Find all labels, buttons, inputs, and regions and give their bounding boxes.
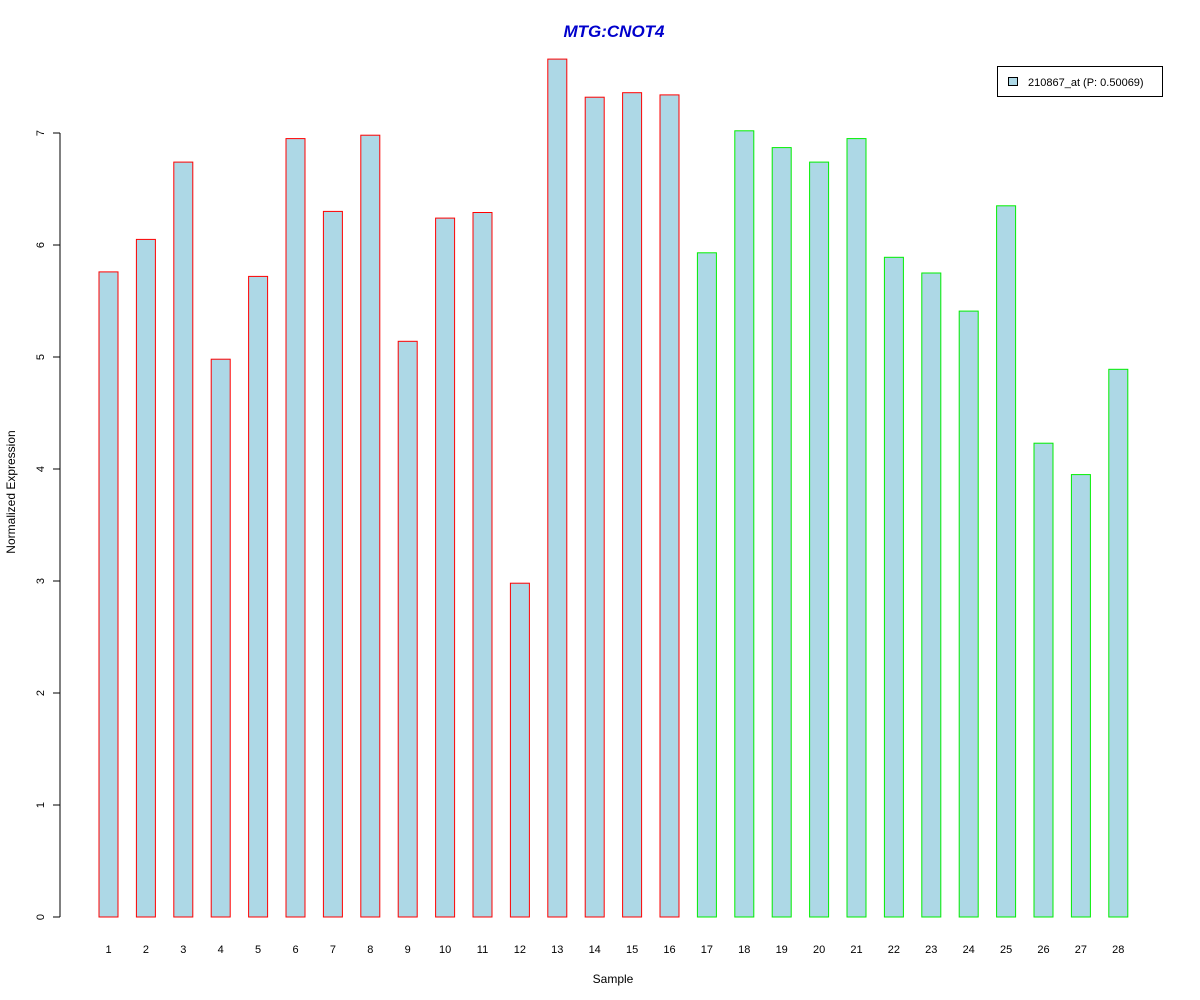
x-tick-label: 10 bbox=[439, 944, 451, 956]
x-axis-tick-labels: 1 2 3 4 5 6 7 8 9 10 11 12 13 14 15 16 17 18 19 20 21 22 23 24 2… bbox=[105, 944, 1124, 956]
bar-sample-16 bbox=[659, 94, 680, 918]
bar-sample-4 bbox=[210, 358, 231, 918]
legend-box bbox=[997, 66, 1163, 97]
x-tick-label: 27 bbox=[1075, 944, 1087, 956]
bar-sample-14 bbox=[584, 96, 605, 918]
bar-sample-20 bbox=[809, 161, 830, 918]
bar-sample-6 bbox=[285, 138, 306, 918]
x-tick-label: 20 bbox=[813, 944, 825, 956]
x-tick-label: 15 bbox=[626, 944, 638, 956]
x-tick-label: 19 bbox=[776, 944, 788, 956]
x-tick-label: 22 bbox=[888, 944, 900, 956]
bar-sample-7 bbox=[322, 210, 343, 918]
x-tick-label: 13 bbox=[551, 944, 563, 956]
bar-sample-9 bbox=[397, 340, 418, 918]
bar-sample-23 bbox=[921, 272, 942, 918]
chart-title: MTG:CNOT4 bbox=[563, 22, 665, 41]
x-tick-label: 26 bbox=[1037, 944, 1049, 956]
y-tick-label: 3 bbox=[35, 578, 47, 584]
x-tick-label: 5 bbox=[255, 944, 261, 956]
y-tick-label: 1 bbox=[35, 802, 47, 808]
y-axis: 0 1 2 3 4 5 6 7 bbox=[35, 130, 61, 920]
y-tick-label: 7 bbox=[35, 130, 47, 136]
y-tick-label: 2 bbox=[35, 690, 47, 696]
x-tick-label: 25 bbox=[1000, 944, 1012, 956]
x-tick-label: 8 bbox=[367, 944, 373, 956]
y-tick-label: 0 bbox=[35, 914, 47, 920]
bar-sample-27 bbox=[1070, 474, 1091, 918]
x-tick-label: 3 bbox=[180, 944, 186, 956]
legend-swatch bbox=[1008, 77, 1018, 86]
bar-sample-25 bbox=[996, 205, 1017, 918]
bar-sample-2 bbox=[135, 238, 156, 918]
x-tick-label: 28 bbox=[1112, 944, 1124, 956]
bar-sample-13 bbox=[547, 58, 568, 918]
x-tick-label: 4 bbox=[218, 944, 224, 956]
bar-sample-1 bbox=[98, 271, 119, 918]
x-tick-label: 12 bbox=[514, 944, 526, 956]
bar-sample-18 bbox=[734, 130, 755, 918]
x-tick-label: 2 bbox=[143, 944, 149, 956]
bar-sample-28 bbox=[1108, 368, 1129, 918]
bar-sample-12 bbox=[509, 582, 530, 918]
x-axis-label: Sample bbox=[593, 972, 634, 986]
legend: 210867_at (P: 0.50069) bbox=[997, 66, 1163, 97]
x-tick-label: 9 bbox=[405, 944, 411, 956]
legend-label: 210867_at (P: 0.50069) bbox=[1028, 77, 1144, 89]
bar-sample-10 bbox=[435, 217, 456, 918]
bar-sample-19 bbox=[771, 147, 792, 918]
x-tick-label: 18 bbox=[738, 944, 750, 956]
x-tick-label: 17 bbox=[701, 944, 713, 956]
bar-sample-21 bbox=[846, 138, 867, 918]
bar-sample-3 bbox=[173, 161, 194, 918]
x-tick-label: 24 bbox=[963, 944, 975, 956]
bar-series bbox=[98, 58, 1129, 918]
x-tick-label: 14 bbox=[589, 944, 601, 956]
x-tick-label: 23 bbox=[925, 944, 937, 956]
bar-sample-8 bbox=[360, 134, 381, 918]
bar-sample-15 bbox=[622, 92, 643, 918]
y-tick-label: 5 bbox=[35, 354, 47, 360]
y-tick-label: 6 bbox=[35, 242, 47, 248]
x-tick-label: 11 bbox=[477, 944, 488, 956]
x-tick-label: 16 bbox=[663, 944, 675, 956]
bar-sample-22 bbox=[883, 256, 904, 918]
x-tick-label: 6 bbox=[292, 944, 298, 956]
bar-sample-26 bbox=[1033, 442, 1054, 918]
y-axis-label: Normalized Expression bbox=[4, 430, 18, 553]
x-tick-label: 7 bbox=[330, 944, 336, 956]
x-tick-label: 21 bbox=[850, 944, 862, 956]
y-tick-label: 4 bbox=[35, 466, 47, 472]
bar-sample-11 bbox=[472, 212, 493, 918]
bar-sample-17 bbox=[696, 252, 717, 918]
x-tick-label: 1 bbox=[105, 944, 111, 956]
bar-sample-24 bbox=[958, 310, 979, 918]
bar-sample-5 bbox=[248, 275, 269, 918]
